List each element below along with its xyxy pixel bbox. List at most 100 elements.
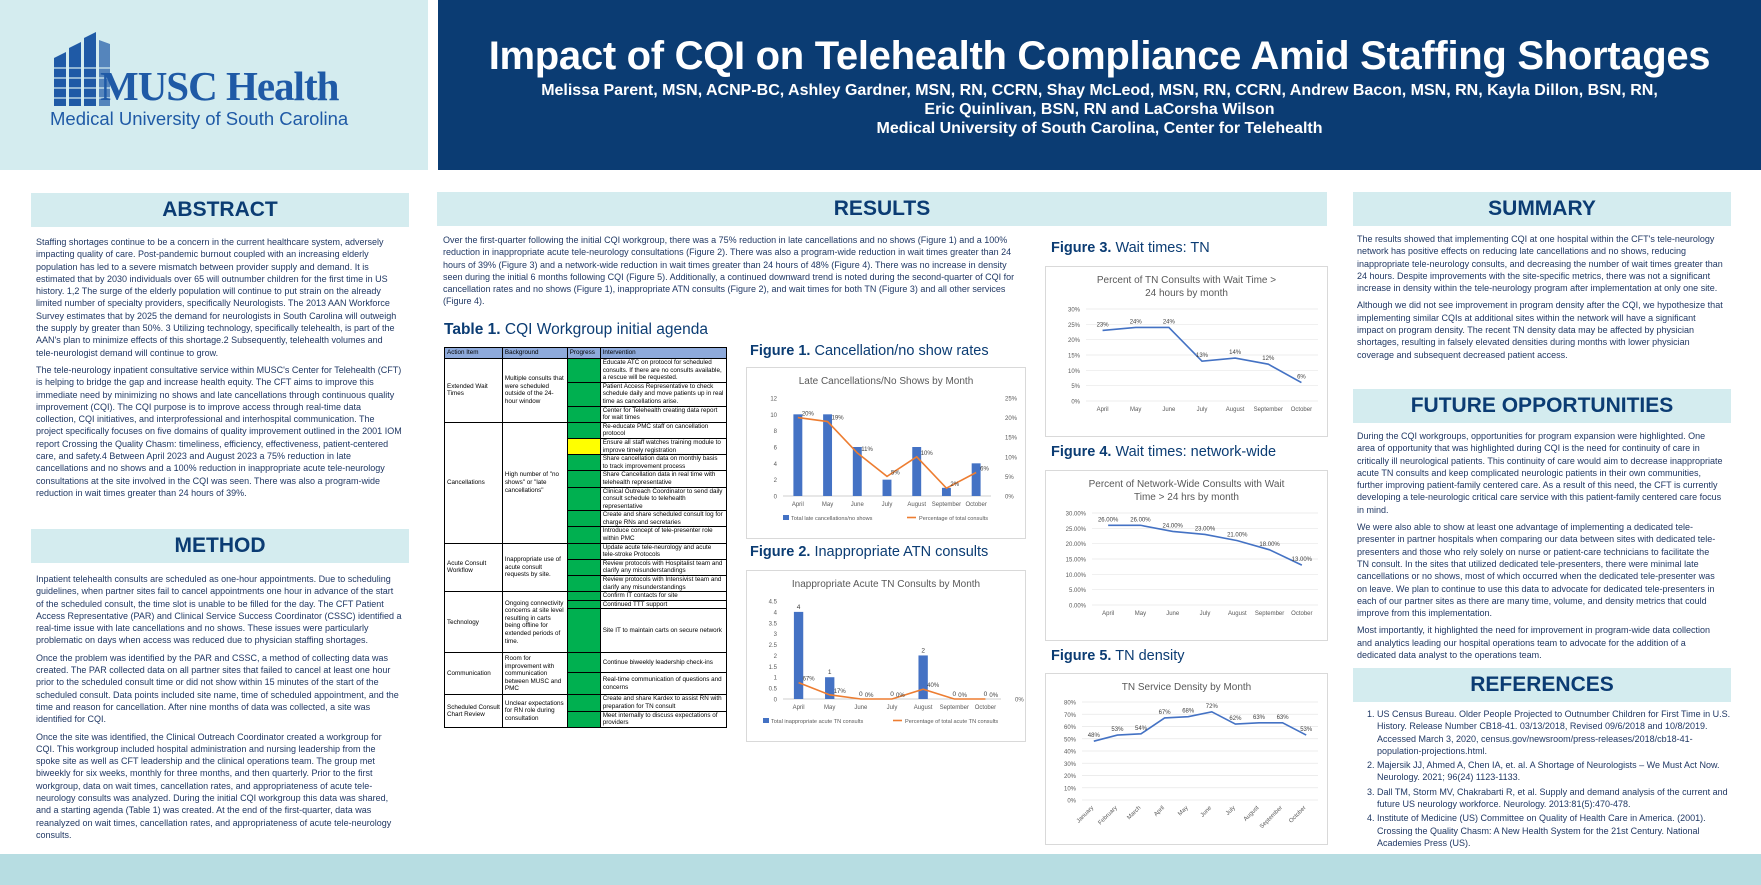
- table1-label: Table 1. CQI Workgroup initial agenda: [444, 321, 708, 339]
- line-data-label: 0%: [865, 693, 874, 699]
- bar: [918, 655, 928, 699]
- fig1-caption: Cancellation/no show rates: [814, 343, 989, 359]
- action-item-cell: Acute Consult Workflow: [444, 542, 503, 593]
- table-header-row: Action Item Background Progress Interven…: [444, 347, 728, 359]
- bar: [823, 414, 833, 496]
- y-tick-label: 50%: [1064, 737, 1077, 743]
- table-row: Share cancellation data on monthly basis…: [445, 454, 728, 472]
- background-cell: Multiple consults that were scheduled ou…: [501, 358, 568, 423]
- musc-building-logo-icon: [54, 32, 110, 106]
- x-tick-label: April: [1102, 611, 1114, 617]
- y2-tick-label: 5%: [1005, 475, 1014, 481]
- fig5-caption: TN density: [1115, 648, 1185, 664]
- y-tick-label: 20.00%: [1066, 542, 1087, 548]
- bar-data-label: 4: [797, 604, 801, 611]
- intervention-cell: Meet internally to discuss expectations …: [599, 710, 728, 728]
- x-tick-label: September: [1254, 407, 1283, 413]
- reference-item: Institute of Medicine (US) Committee on …: [1377, 812, 1737, 849]
- line-data-label: 2%: [950, 482, 959, 488]
- y2-tick-label: 0%: [1015, 698, 1024, 704]
- references-list: US Census Bureau. Older People Projected…: [1357, 708, 1737, 851]
- y-tick-label: 15.00%: [1066, 558, 1087, 564]
- line-data-label: 19%: [832, 416, 845, 422]
- point-data-label: 72%: [1206, 704, 1219, 710]
- x-tick-label: October: [1288, 805, 1307, 824]
- reference-item: Dall TM, Storm MV, Chakrabarti R, et al.…: [1377, 786, 1737, 811]
- chart-title: Time > 24 hrs by month: [1134, 492, 1239, 503]
- x-tick-label: July: [1200, 611, 1211, 617]
- y-tick-label: 0.5: [769, 687, 778, 693]
- table-row: Real-time communication of questions and…: [445, 672, 728, 696]
- x-tick-label: June: [1166, 611, 1180, 617]
- line-data-label: 0%: [958, 693, 967, 699]
- point-data-label: 13.00%: [1292, 557, 1313, 563]
- fig1-chart-frame: Late Cancellations/No Shows by Month 0 2 4 6…: [746, 367, 1026, 539]
- table-row: Extended Wait Times Multiple consults th…: [444, 358, 728, 423]
- reference-item: Majersik JJ, Ahmed A, Chen IA, et. al. A…: [1377, 759, 1737, 784]
- chart-title: Inappropriate Acute TN Consults by Month: [792, 579, 980, 590]
- x-tick-label: June: [854, 705, 868, 711]
- y-tick-label: 0: [774, 698, 778, 704]
- point-data-label: 23.00%: [1195, 526, 1216, 532]
- summary-paragraph-1: The results showed that implementing CQI…: [1357, 234, 1723, 294]
- table-row: Site IT to maintain carts on secure netw…: [445, 608, 728, 654]
- fig3-chart: Percent of TN Consults with Wait Time > 2…: [1068, 275, 1318, 413]
- x-tick-label: October: [965, 502, 986, 508]
- authors-line-1: Melissa Parent, MSN, ACNP-BC, Ashley Gar…: [541, 82, 1658, 99]
- abstract-text: Staffing shortages continue to be a conc…: [36, 236, 402, 504]
- chart-title: 24 hours by month: [1145, 288, 1228, 299]
- intervention-cell: Center for Telehealth creating data repo…: [599, 405, 728, 423]
- bar: [882, 479, 892, 496]
- x-tick-label: August: [1226, 407, 1245, 413]
- table-row: Clinical Outreach Coordinator to send da…: [445, 486, 728, 512]
- legend-swatch-bar: [763, 718, 769, 723]
- x-tick-label: September: [1255, 611, 1284, 617]
- bar: [971, 463, 981, 496]
- fig1-label: Figure 1. Cancellation/no show rates: [750, 343, 989, 359]
- line-data-label: 0%: [896, 693, 905, 699]
- progress-cell: [566, 526, 601, 544]
- y-tick-label: 30%: [1068, 308, 1081, 314]
- intervention-cell: Create and share Kardex to assist RN wit…: [599, 694, 728, 712]
- x-tick-label: July: [887, 705, 898, 711]
- x-tick-label: May: [1177, 805, 1189, 817]
- authors-line-2: Eric Quinlivan, BSN, RN and LaCorsha Wil…: [924, 101, 1275, 118]
- y-tick-label: 1: [774, 676, 778, 682]
- logo-panel: MUSC Health Medical University of South …: [0, 0, 428, 170]
- table1-number: Table 1.: [444, 321, 501, 338]
- logo-brand-text: MUSC Health: [100, 63, 339, 109]
- table-row: Review protocols with Hospitalist team a…: [445, 558, 728, 577]
- progress-cell: [566, 599, 601, 610]
- bar: [912, 447, 922, 496]
- y-tick-label: 3: [774, 632, 778, 638]
- x-tick-label: January: [1076, 805, 1095, 824]
- progress-cell: [566, 710, 601, 728]
- progress-cell: [566, 510, 601, 528]
- y-tick-label: 20%: [1064, 774, 1077, 780]
- fig1-chart: Late Cancellations/No Shows by Month 0 2 4 6…: [770, 376, 1017, 522]
- progress-cell: [566, 421, 601, 439]
- point-data-label: 26.00%: [1130, 517, 1151, 523]
- series-line: [798, 681, 986, 700]
- progress-cell: [566, 608, 601, 654]
- y-tick-label: 0%: [1067, 799, 1076, 805]
- x-tick-label: October: [1291, 407, 1312, 413]
- bar-data-label: 2: [921, 647, 925, 654]
- y-tick-label: 60%: [1064, 725, 1077, 731]
- table-row: Acute Consult Workflow Inappropriate use…: [444, 542, 728, 593]
- y-tick-label: 4: [774, 610, 778, 616]
- table-row: Cancellations High number of "no shows" …: [444, 421, 728, 544]
- y-tick-label: 4.5: [769, 600, 778, 606]
- y-tick-label: 5.00%: [1069, 588, 1087, 594]
- poster-title: Impact of CQI on Telehealth Compliance A…: [488, 34, 1711, 78]
- bar-data-label: 1: [828, 669, 832, 676]
- intervention-cell: Share cancellation data on monthly basis…: [599, 454, 728, 472]
- action-item-cell: Technology: [444, 591, 503, 654]
- intervention-cell: Review protocols with Intensivist team a…: [599, 575, 728, 593]
- method-text: Inpatient telehealth consults are schedu…: [36, 573, 402, 846]
- fig2-chart: Inappropriate Acute TN Consults by Month…: [763, 579, 1024, 725]
- references-heading: REFERENCES: [1353, 668, 1731, 702]
- fig3-label: Figure 3. Wait times: TN: [1051, 240, 1210, 256]
- progress-cell: [566, 454, 601, 472]
- y-tick-label: 4: [774, 462, 778, 468]
